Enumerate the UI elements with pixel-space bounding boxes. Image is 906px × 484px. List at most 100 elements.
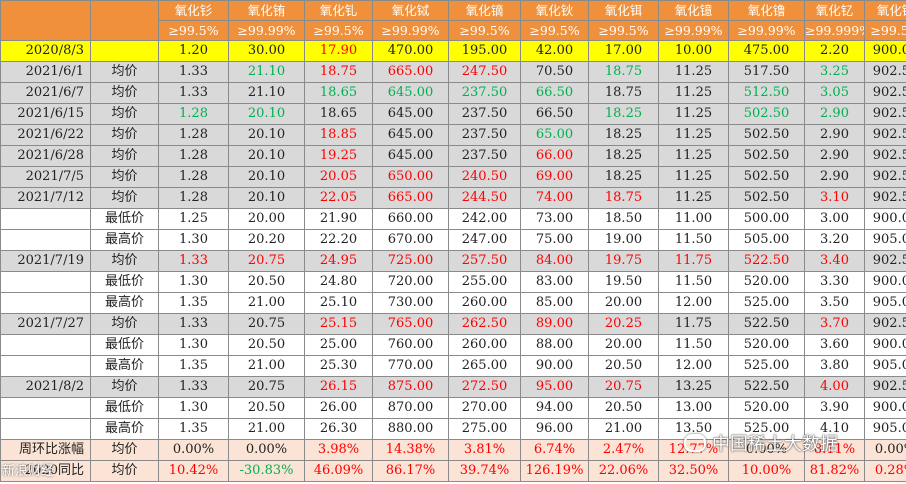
header-name-1: 氧化铕 bbox=[228, 0, 305, 21]
price-cell: 11.00 bbox=[658, 208, 729, 230]
price-cell: 525.00 bbox=[728, 355, 805, 377]
row-date: 周环比涨幅 bbox=[0, 439, 91, 461]
price-cell: 17.90 bbox=[304, 40, 373, 62]
price-cell: 3.90 bbox=[804, 397, 865, 419]
price-cell: 247.50 bbox=[448, 61, 521, 83]
table-row: 最低价 1.25 20.00 21.90 660.00 242.00 73.00 18.50 1… bbox=[0, 208, 906, 230]
price-cell: 20.50 bbox=[228, 334, 305, 356]
row-date: 2021/6/7 bbox=[0, 82, 91, 104]
header-purity-10: ≥99.5% bbox=[864, 20, 906, 41]
header-name-9: 氧化钇 bbox=[804, 0, 865, 21]
price-cell: 1.33 bbox=[158, 61, 229, 83]
price-cell: 0.00% bbox=[228, 439, 305, 461]
table-row: 2021/6/1 均价 1.33 21.10 18.75 665.00 247.50 70.5… bbox=[0, 61, 906, 83]
price-cell: 265.00 bbox=[448, 355, 521, 377]
price-cell: 1.33 bbox=[158, 82, 229, 104]
price-cell: 11.25 bbox=[658, 166, 729, 188]
price-cell: 19.25 bbox=[304, 145, 373, 167]
price-cell: 237.50 bbox=[448, 82, 521, 104]
row-date: 2021/6/1 bbox=[0, 61, 91, 83]
price-cell: 25.00 bbox=[304, 334, 373, 356]
price-cell: 670.00 bbox=[372, 229, 449, 251]
price-cell: 522.50 bbox=[728, 250, 805, 272]
price-cell: 645.00 bbox=[372, 82, 449, 104]
price-cell: 18.25 bbox=[588, 103, 659, 125]
price-cell: 21.00 bbox=[588, 418, 659, 440]
price-cell: 195.00 bbox=[448, 40, 521, 62]
price-cell: 1.33 bbox=[158, 376, 229, 398]
price-cell: 255.00 bbox=[448, 271, 521, 293]
price-cell: 902.50 bbox=[864, 376, 906, 398]
price-cell: 3.80 bbox=[804, 355, 865, 377]
price-cell: 905.00 bbox=[864, 355, 906, 377]
price-cell: 2.47% bbox=[588, 439, 659, 461]
price-cell: 95.00 bbox=[520, 376, 589, 398]
price-cell: 665.00 bbox=[372, 61, 449, 83]
price-cell: 270.00 bbox=[448, 397, 521, 419]
price-cell: 126.19% bbox=[520, 460, 589, 482]
price-cell: 18.65 bbox=[304, 82, 373, 104]
price-cell: 502.50 bbox=[728, 187, 805, 209]
price-cell: 11.75 bbox=[658, 313, 729, 335]
price-cell: 11.25 bbox=[658, 82, 729, 104]
price-cell: 520.00 bbox=[728, 334, 805, 356]
price-cell: 8.11% bbox=[804, 439, 865, 461]
price-cell: 3.70 bbox=[804, 313, 865, 335]
price-cell: 244.50 bbox=[448, 187, 521, 209]
row-date: 2021/7/27 bbox=[0, 313, 91, 335]
row-price-type: 均价 bbox=[90, 250, 159, 272]
row-price-type: 最低价 bbox=[90, 334, 159, 356]
price-cell: 902.50 bbox=[864, 166, 906, 188]
row-date bbox=[0, 271, 91, 293]
price-cell: 475.00 bbox=[728, 40, 805, 62]
price-cell: 900.00 bbox=[864, 271, 906, 293]
price-cell: 905.00 bbox=[864, 418, 906, 440]
price-cell: 3.30 bbox=[804, 271, 865, 293]
price-cell: 3.50 bbox=[804, 292, 865, 314]
price-cell: 0.28% bbox=[864, 460, 906, 482]
header-purity-0: ≥99.5% bbox=[158, 20, 229, 41]
price-cell: 22.06% bbox=[588, 460, 659, 482]
price-cell: 11.50 bbox=[658, 229, 729, 251]
price-cell: 81.82% bbox=[804, 460, 865, 482]
price-cell: 0.00% bbox=[158, 439, 229, 461]
price-cell: 83.00 bbox=[520, 271, 589, 293]
price-cell: 90.00 bbox=[520, 355, 589, 377]
price-cell: 11.50 bbox=[658, 334, 729, 356]
price-cell: 13.25 bbox=[658, 376, 729, 398]
header-name-5: 氧化钬 bbox=[520, 0, 589, 21]
price-cell: 84.00 bbox=[520, 250, 589, 272]
price-cell: 502.50 bbox=[728, 103, 805, 125]
row-date: 2021/6/22 bbox=[0, 124, 91, 146]
watermark-sina: 新浪财经 bbox=[2, 464, 55, 479]
price-cell: 1.33 bbox=[158, 250, 229, 272]
price-cell: 272.50 bbox=[448, 376, 521, 398]
price-cell: 20.50 bbox=[228, 271, 305, 293]
header-purity-9: ≥99.999% bbox=[804, 20, 865, 41]
price-cell: 20.75 bbox=[588, 376, 659, 398]
table-row: 2021/6/22 均价 1.28 20.10 18.85 645.00 237.50 65.… bbox=[0, 124, 906, 146]
price-cell: 502.50 bbox=[728, 145, 805, 167]
price-cell: 66.50 bbox=[520, 103, 589, 125]
header-purity-6: ≥99.5% bbox=[588, 20, 659, 41]
price-cell: 18.75 bbox=[304, 61, 373, 83]
price-cell: 502.50 bbox=[728, 124, 805, 146]
row-price-type: 最高价 bbox=[90, 418, 159, 440]
header-name-10: 氧化钪 bbox=[864, 0, 906, 21]
price-cell: 1.28 bbox=[158, 124, 229, 146]
table-row: 2021/6/7 均价 1.33 21.10 18.65 645.00 237.50 66.5… bbox=[0, 82, 906, 104]
price-cell: 1.30 bbox=[158, 229, 229, 251]
table-row: 最高价 1.35 21.00 25.10 730.00 260.00 85.00 20.00 1… bbox=[0, 292, 906, 314]
table-row: 最高价 1.35 21.00 25.30 770.00 265.00 90.00 20.50 1… bbox=[0, 355, 906, 377]
header-purity-3: ≥99.99% bbox=[372, 20, 449, 41]
price-cell: 20.50 bbox=[228, 397, 305, 419]
table-row: 2021/7/19 均价 1.33 20.75 24.95 725.00 257.50 84.… bbox=[0, 250, 906, 272]
header-name-0: 氧化钐 bbox=[158, 0, 229, 21]
price-cell: 870.00 bbox=[372, 397, 449, 419]
price-cell: 1.28 bbox=[158, 103, 229, 125]
price-cell: 18.25 bbox=[588, 166, 659, 188]
price-cell: 875.00 bbox=[372, 376, 449, 398]
price-cell: 260.00 bbox=[448, 334, 521, 356]
header-name-3: 氧化铽 bbox=[372, 0, 449, 21]
price-cell: 645.00 bbox=[372, 103, 449, 125]
